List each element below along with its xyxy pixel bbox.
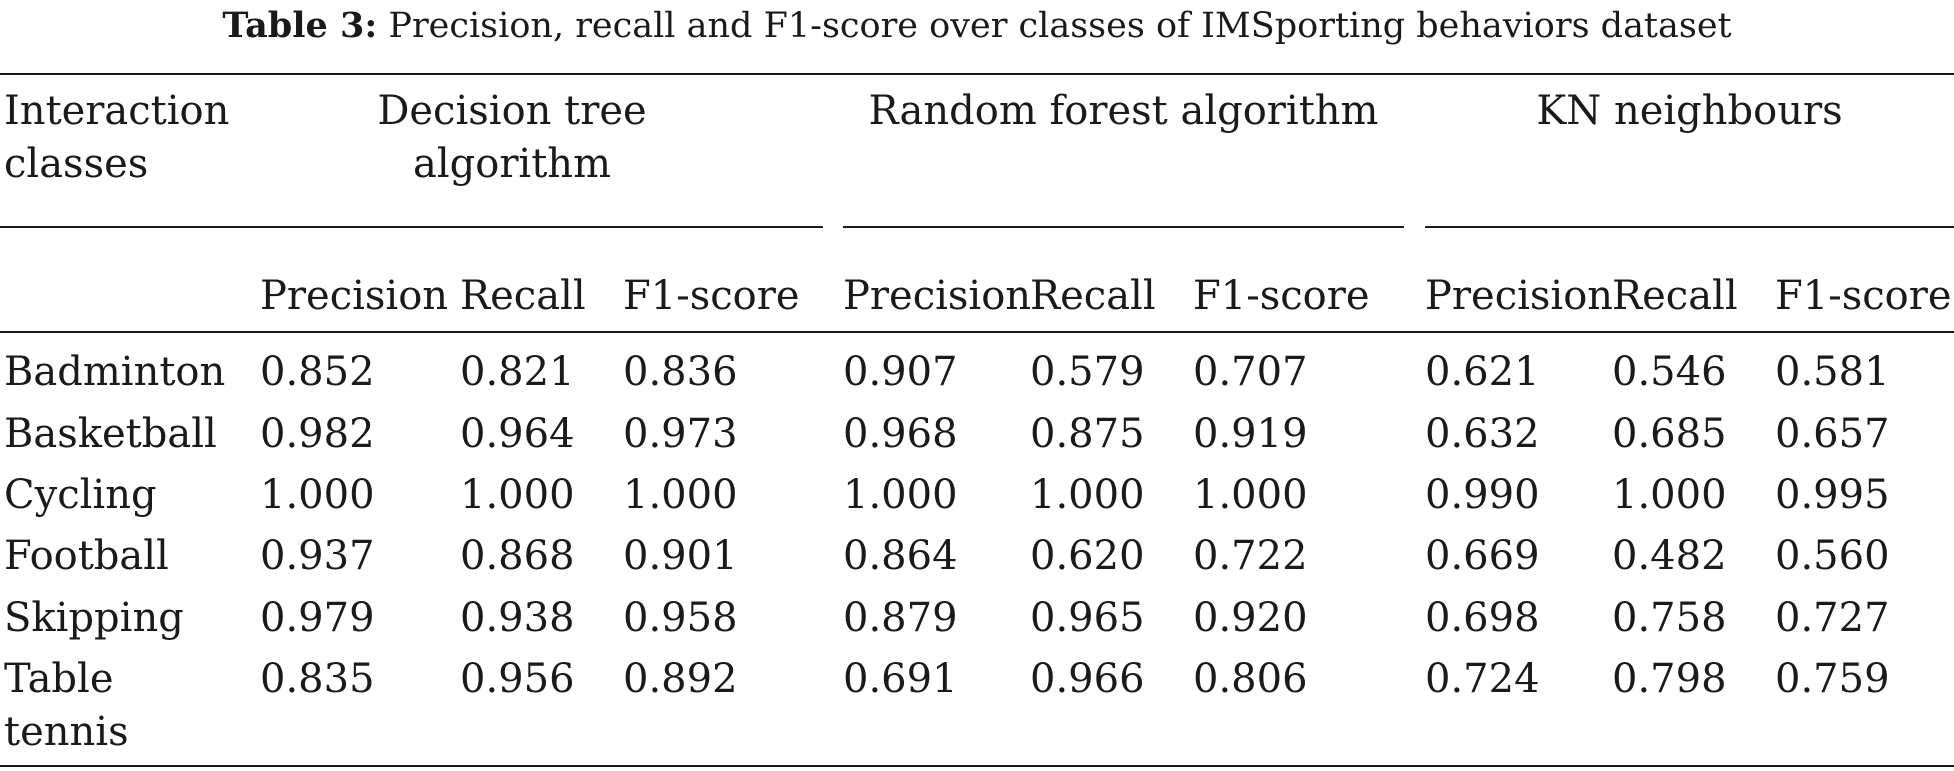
table-cell-value: 0.758 <box>1612 595 1727 641</box>
table-cell-value: 0.965 <box>1030 595 1145 641</box>
table-cell-value: 0.546 <box>1612 349 1727 395</box>
metric-header-recall: Recall <box>1030 273 1156 319</box>
group-rule-random-forest <box>843 226 1404 228</box>
table-cell-value: 0.581 <box>1775 349 1890 395</box>
table-cell-value: 1.000 <box>1193 472 1308 518</box>
table-cell-value: 0.657 <box>1775 411 1890 457</box>
row-class-label: Skipping <box>4 595 184 641</box>
table-cell-value: 0.919 <box>1193 411 1308 457</box>
top-rule <box>0 73 1954 75</box>
row-class-label: Cycling <box>4 472 157 518</box>
metric-header-recall: Recall <box>1612 273 1738 319</box>
table-cell-value: 0.621 <box>1425 349 1540 395</box>
table-cell-value: 0.990 <box>1425 472 1540 518</box>
caption-label: Table 3: <box>222 5 378 46</box>
table-cell-value: 0.937 <box>260 533 375 579</box>
table-cell-value: 0.798 <box>1612 656 1727 702</box>
table-cell-value: 0.958 <box>623 595 738 641</box>
row-class-label: Basketball <box>4 411 217 457</box>
table-cell-value: 0.982 <box>260 411 375 457</box>
group-header-random-forest: Random forest algorithm <box>868 88 1379 134</box>
table-cell-value: 1.000 <box>1612 472 1727 518</box>
row-class-label: Badminton <box>4 349 226 395</box>
table-cell-value: 0.482 <box>1612 533 1727 579</box>
metric-header-precision: Precision <box>260 273 449 319</box>
table-cell-value: 0.938 <box>460 595 575 641</box>
table-cell-value: 0.669 <box>1425 533 1540 579</box>
table-cell-value: 0.892 <box>623 656 738 702</box>
table-cell-value: 0.836 <box>623 349 738 395</box>
group-header-kn-neighbours: KN neighbours <box>1536 88 1843 134</box>
table-cell-value: 1.000 <box>460 472 575 518</box>
group-rule-kn-neighbours <box>1425 226 1954 228</box>
table-cell-value: 0.759 <box>1775 656 1890 702</box>
table-cell-value: 0.864 <box>843 533 958 579</box>
row-class-label: Football <box>4 533 169 579</box>
table-cell-value: 0.632 <box>1425 411 1540 457</box>
table-cell-value: 0.907 <box>843 349 958 395</box>
header-bottom-rule <box>0 331 1954 333</box>
table-cell-value: 0.821 <box>460 349 575 395</box>
table-cell-value: 0.956 <box>460 656 575 702</box>
table-cell-value: 0.968 <box>843 411 958 457</box>
table-cell-value: 0.979 <box>260 595 375 641</box>
table-caption: Table 3: Precision, recall and F1-score … <box>0 0 1954 52</box>
table-cell-value: 0.868 <box>460 533 575 579</box>
metric-header-precision: Precision <box>1425 273 1614 319</box>
caption-text: Precision, recall and F1-score over clas… <box>388 6 1732 46</box>
table-cell-value: 0.727 <box>1775 595 1890 641</box>
table-cell-value: 0.995 <box>1775 472 1890 518</box>
table-cell-value: 0.852 <box>260 349 375 395</box>
group-header-decision-tree-line-1: Decision tree <box>377 88 647 134</box>
table-cell-value: 0.724 <box>1425 656 1540 702</box>
table-cell-value: 0.722 <box>1193 533 1308 579</box>
table-cell-value: 0.835 <box>260 656 375 702</box>
table-cell-value: 0.966 <box>1030 656 1145 702</box>
row-class-label: tennis <box>4 709 129 755</box>
metric-header-f1-score: F1-score <box>1193 273 1370 319</box>
table-cell-value: 0.691 <box>843 656 958 702</box>
table-cell-value: 0.875 <box>1030 411 1145 457</box>
metric-header-recall: Recall <box>460 273 586 319</box>
table-cell-value: 0.901 <box>623 533 738 579</box>
table-cell-value: 0.620 <box>1030 533 1145 579</box>
group-rule-decision-tree <box>0 226 823 228</box>
row-header-title-line-1: Interaction <box>4 88 230 134</box>
table-cell-value: 0.973 <box>623 411 738 457</box>
group-header-decision-tree-line-2: algorithm <box>412 141 611 187</box>
table-cell-value: 0.879 <box>843 595 958 641</box>
metric-header-precision: Precision <box>843 273 1032 319</box>
table-cell-value: 0.579 <box>1030 349 1145 395</box>
table-cell-value: 0.707 <box>1193 349 1308 395</box>
table-cell-value: 1.000 <box>1030 472 1145 518</box>
table-cell-value: 0.698 <box>1425 595 1540 641</box>
table-cell-value: 1.000 <box>623 472 738 518</box>
row-header-title-line-2: classes <box>4 141 149 187</box>
table-cell-value: 1.000 <box>260 472 375 518</box>
table-cell-value: 0.920 <box>1193 595 1308 641</box>
table-cell-value: 0.560 <box>1775 533 1890 579</box>
bottom-rule <box>0 765 1954 767</box>
table-cell-value: 0.806 <box>1193 656 1308 702</box>
table-cell-value: 1.000 <box>843 472 958 518</box>
metric-header-f1-score: F1-score <box>1775 273 1952 319</box>
table-cell-value: 0.964 <box>460 411 575 457</box>
table-cell-value: 0.685 <box>1612 411 1727 457</box>
metric-header-f1-score: F1-score <box>623 273 800 319</box>
row-class-label: Table <box>4 656 114 702</box>
